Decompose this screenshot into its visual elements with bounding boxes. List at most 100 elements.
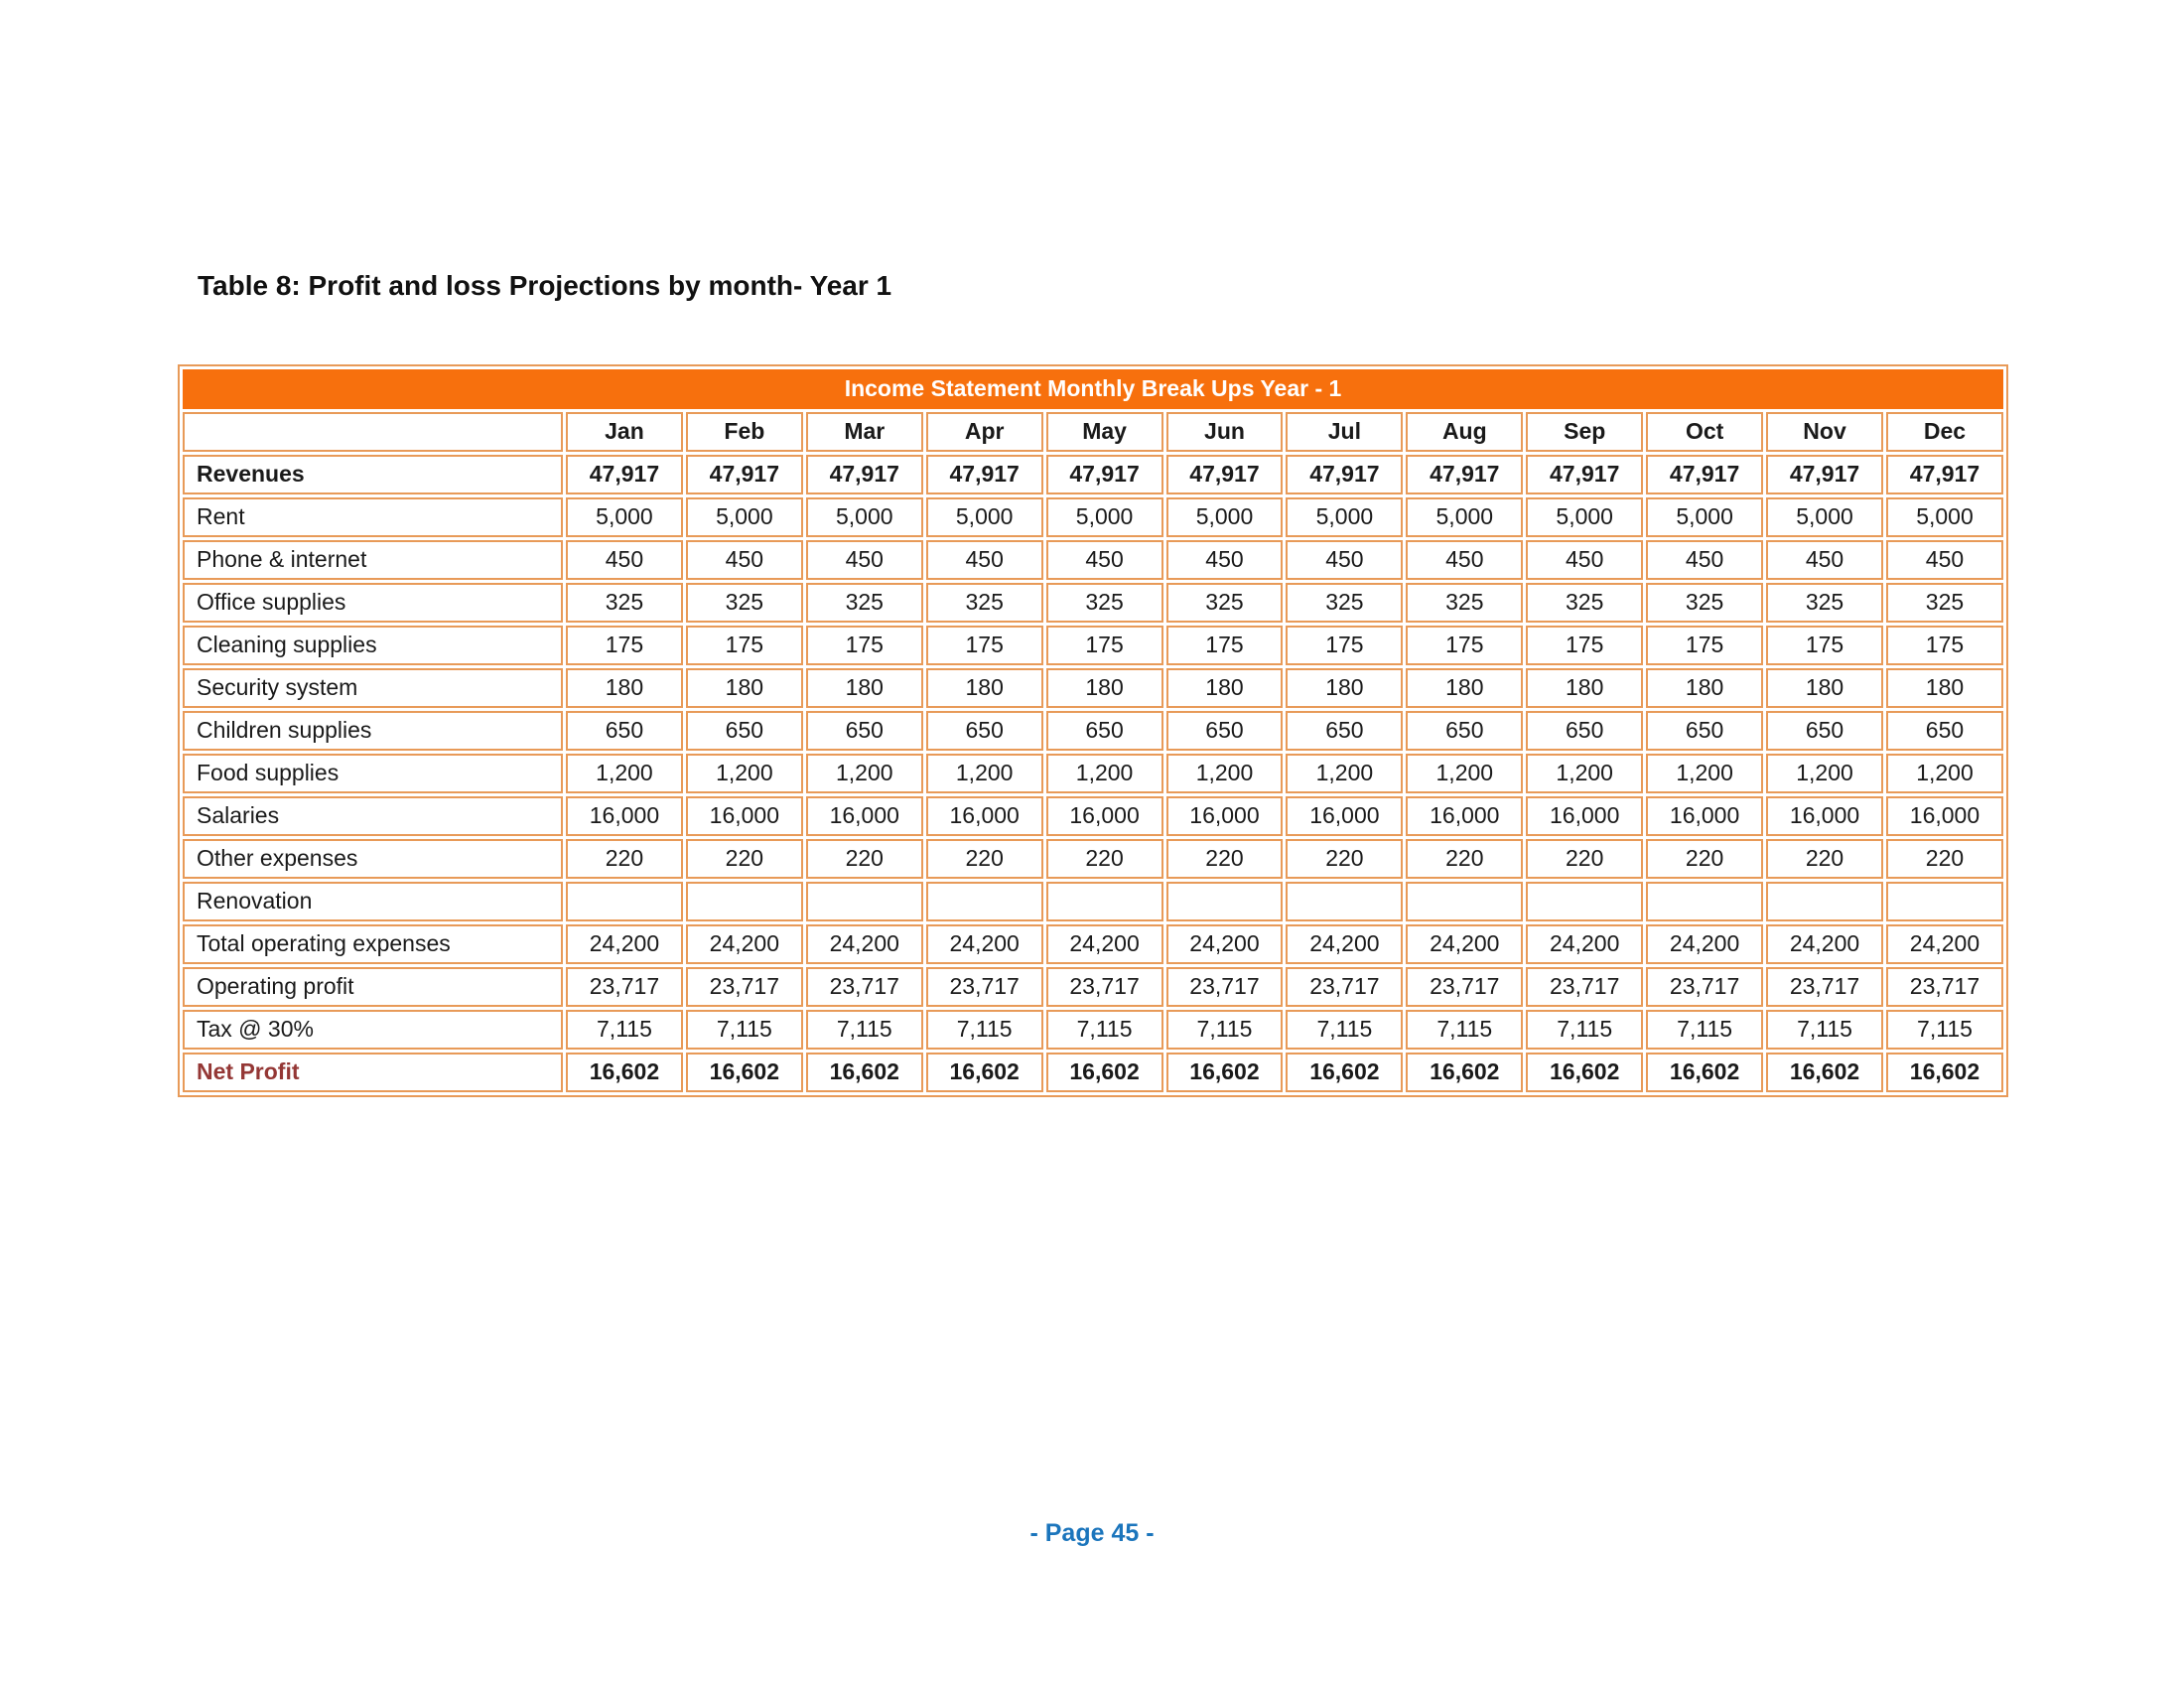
value-cell: 23,717 [566,967,683,1007]
value-cell: 450 [1766,540,1883,580]
value-cell [685,882,803,921]
value-cell: 24,200 [1165,924,1284,964]
value-cell: 5,000 [566,497,683,537]
value-cell: 220 [1165,839,1284,879]
value-cell: 47,917 [925,455,1043,494]
month-header-jan: Jan [566,412,683,452]
table-row: Tax @ 30% 7,115 7,115 7,115 7,115 7,115 7,115 7… [183,1010,2003,1050]
value-cell: 7,115 [1165,1010,1284,1050]
value-cell: 180 [1286,668,1404,708]
value-cell: 180 [1646,668,1764,708]
value-cell: 5,000 [1286,497,1404,537]
row-label-cell: Children supplies [183,711,563,751]
value-cell: 1,200 [1165,754,1284,793]
value-cell: 1,200 [1766,754,1883,793]
value-cell: 175 [1526,626,1644,665]
value-cell: 5,000 [1526,497,1644,537]
banner-row: Income Statement Monthly Break Ups Year … [183,369,2003,409]
value-cell: 180 [566,668,683,708]
row-label-cell: Phone & internet [183,540,563,580]
value-cell: 650 [1406,711,1524,751]
value-cell: 5,000 [1766,497,1883,537]
value-cell: 175 [1165,626,1284,665]
value-cell: 180 [1766,668,1883,708]
value-cell: 180 [1406,668,1524,708]
table-row: Renovation [183,882,2003,921]
value-cell: 24,200 [1646,924,1764,964]
value-cell: 16,602 [1045,1053,1163,1092]
table-row: Other expenses 220 220 220 220 220 220 220 220 22… [183,839,2003,879]
value-cell: 23,717 [1526,967,1644,1007]
row-label-cell: Operating profit [183,967,563,1007]
row-label-cell: Renovation [183,882,563,921]
value-cell: 175 [1045,626,1163,665]
value-cell: 23,717 [1286,967,1404,1007]
value-cell [1165,882,1284,921]
value-cell: 7,115 [1526,1010,1644,1050]
value-cell: 325 [1766,583,1883,623]
value-cell: 23,717 [1646,967,1764,1007]
value-cell: 16,602 [925,1053,1043,1092]
value-cell: 16,000 [1406,796,1524,836]
value-cell: 16,000 [925,796,1043,836]
value-cell: 23,717 [1165,967,1284,1007]
value-cell: 450 [925,540,1043,580]
value-cell: 1,200 [685,754,803,793]
value-cell: 1,200 [925,754,1043,793]
value-cell: 5,000 [1885,497,2003,537]
table-row: Children supplies 650 650 650 650 650 650 650 65… [183,711,2003,751]
value-cell: 16,602 [566,1053,683,1092]
value-cell: 47,917 [685,455,803,494]
value-cell: 175 [805,626,923,665]
value-cell: 7,115 [1646,1010,1764,1050]
value-cell: 47,917 [805,455,923,494]
table-row: Office supplies 325 325 325 325 325 325 325 325 3… [183,583,2003,623]
table-row: Total operating expenses 24,200 24,200 24,2… [183,924,2003,964]
value-cell: 650 [925,711,1043,751]
row-label-cell: Tax @ 30% [183,1010,563,1050]
value-cell: 220 [1766,839,1883,879]
value-cell: 175 [566,626,683,665]
value-cell: 450 [1165,540,1284,580]
value-cell: 450 [1646,540,1764,580]
value-cell: 16,602 [1885,1053,2003,1092]
value-cell: 16,000 [1646,796,1764,836]
value-cell: 23,717 [685,967,803,1007]
value-cell: 220 [1885,839,2003,879]
value-cell: 24,200 [1885,924,2003,964]
month-header-aug: Aug [1406,412,1524,452]
value-cell: 5,000 [1646,497,1764,537]
value-cell: 450 [566,540,683,580]
value-cell: 650 [1885,711,2003,751]
value-cell: 650 [805,711,923,751]
value-cell: 24,200 [685,924,803,964]
value-cell [1885,882,2003,921]
row-label-cell: Other expenses [183,839,563,879]
row-label-cell: Revenues [183,455,563,494]
value-cell: 220 [685,839,803,879]
value-cell: 220 [805,839,923,879]
table-row: Operating profit 23,717 23,717 23,717 23,717… [183,967,2003,1007]
value-cell: 24,200 [566,924,683,964]
page-number-footer: - Page 45 - [1029,1519,1155,1547]
value-cell: 16,000 [1045,796,1163,836]
value-cell: 325 [1406,583,1524,623]
month-header-sep: Sep [1526,412,1644,452]
value-cell: 23,717 [1406,967,1524,1007]
value-cell: 220 [566,839,683,879]
value-cell: 325 [1045,583,1163,623]
value-cell: 23,717 [925,967,1043,1007]
value-cell: 16,602 [1646,1053,1764,1092]
month-header-apr: Apr [925,412,1043,452]
month-header-dec: Dec [1885,412,2003,452]
value-cell: 180 [1885,668,2003,708]
value-cell: 16,602 [1766,1053,1883,1092]
value-cell: 175 [685,626,803,665]
value-cell: 24,200 [925,924,1043,964]
value-cell: 325 [1885,583,2003,623]
value-cell: 7,115 [1885,1010,2003,1050]
value-cell [1766,882,1883,921]
value-cell: 1,200 [1045,754,1163,793]
value-cell [1526,882,1644,921]
